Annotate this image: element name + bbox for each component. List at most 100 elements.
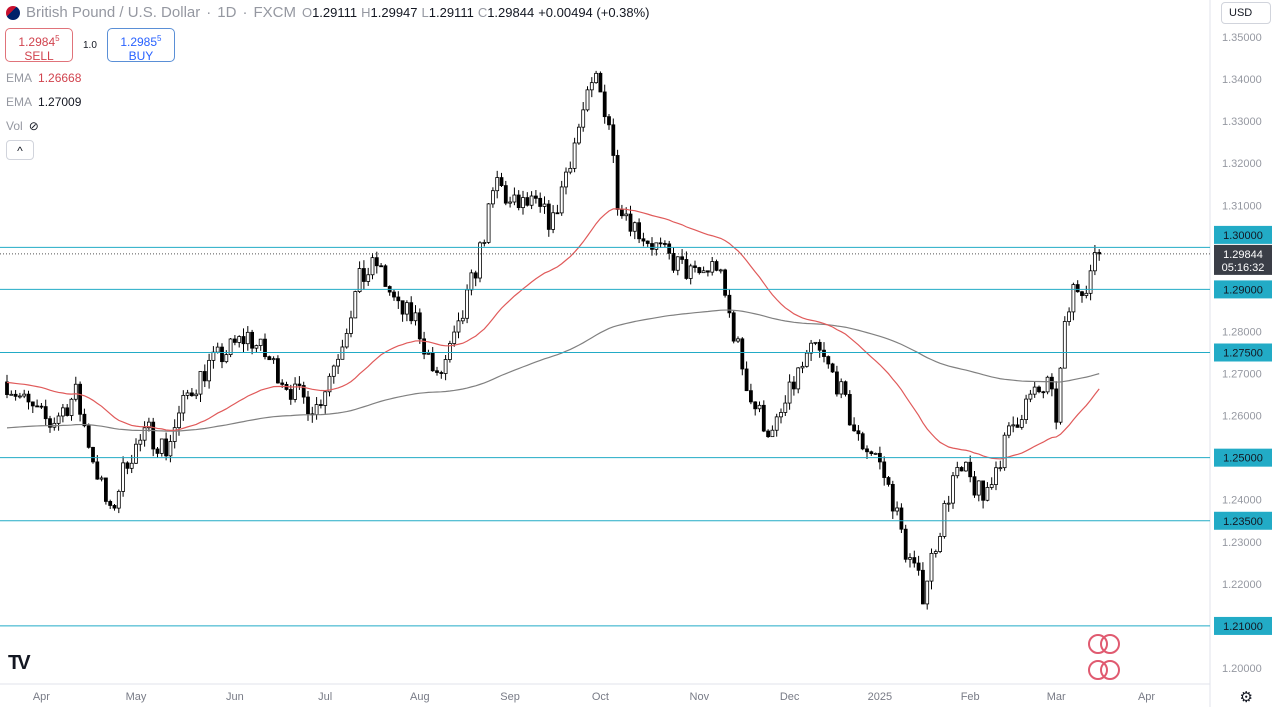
time-tick: Oct: [592, 691, 609, 703]
close-label: C: [477, 5, 488, 20]
candle-bearish: [306, 396, 310, 415]
symbol-title[interactable]: British Pound / U.S. Dollar: [26, 4, 201, 21]
candle-bullish: [22, 393, 27, 397]
candle-bullish: [529, 195, 534, 206]
candle-bearish: [607, 116, 611, 126]
ema-slow-legend[interactable]: EMA 1.27009: [6, 95, 81, 109]
candle-bullish: [254, 345, 259, 349]
candle-bearish: [1075, 284, 1080, 293]
sell-button[interactable]: 1.29845 SELL: [5, 28, 73, 63]
candle-bearish: [112, 505, 117, 509]
buy-price: 1.2985: [120, 35, 158, 49]
candle-bearish: [396, 296, 401, 302]
candle-bearish: [78, 383, 82, 415]
candle-bullish: [929, 552, 934, 582]
open-label: O: [301, 5, 313, 20]
candle-bearish: [26, 393, 31, 403]
candle-bearish: [400, 300, 405, 315]
candle-bullish: [757, 404, 762, 410]
level-badge-label: 1.27500: [1223, 348, 1263, 360]
settings-icon[interactable]: ⚙: [1239, 689, 1253, 706]
candle-bearish: [749, 390, 753, 403]
candle-bullish: [779, 412, 783, 418]
candle-bullish: [490, 190, 495, 205]
candle-bearish: [628, 213, 633, 232]
quantity[interactable]: 1.0: [83, 39, 97, 51]
candle-bearish: [968, 461, 973, 478]
candle-bullish: [572, 142, 577, 169]
collapse-legend-button[interactable]: ^: [6, 140, 34, 160]
candle-bullish: [710, 261, 715, 273]
candle-bearish: [232, 338, 237, 343]
currency-selector[interactable]: USD: [1221, 2, 1271, 24]
candle-bearish: [48, 418, 52, 428]
candle-bearish: [792, 381, 796, 390]
candle-bullish: [237, 336, 242, 343]
level-badge-label: 1.25000: [1223, 453, 1263, 465]
candle-bearish: [555, 212, 560, 215]
low-value: 1.29111: [428, 5, 474, 20]
buy-button[interactable]: 1.29855 BUY: [106, 28, 175, 63]
candle-bearish: [650, 243, 654, 250]
candle-bullish: [796, 367, 801, 390]
candle-bullish: [955, 467, 960, 477]
price-tick: 1.35000: [1222, 32, 1262, 44]
candle-bullish: [413, 312, 418, 322]
candle-bullish: [925, 580, 930, 605]
candle-bullish: [181, 395, 186, 414]
candles: [5, 70, 1102, 610]
candle-bullish: [99, 477, 104, 480]
candle-bearish: [288, 389, 293, 400]
candle-bearish: [383, 265, 388, 287]
candle-bullish: [69, 398, 74, 416]
candle-bearish: [164, 438, 169, 457]
candle-bullish: [17, 395, 22, 398]
eye-hidden-icon[interactable]: ⊘: [28, 119, 39, 133]
candle-bearish: [13, 393, 18, 397]
high-value: 1.29947: [370, 5, 418, 20]
candle-bearish: [641, 238, 646, 242]
level-badge-label: 1.21000: [1223, 621, 1263, 633]
ema-fast-legend[interactable]: EMA 1.26668: [6, 71, 81, 85]
candle-bearish: [714, 261, 719, 271]
candle-bearish: [693, 265, 697, 268]
ema-fast-line: [6, 208, 1100, 460]
candle-bullish: [331, 365, 336, 377]
candle-bearish: [39, 405, 44, 408]
candle-bullish: [1019, 419, 1024, 428]
candle-bullish: [327, 375, 332, 393]
time-tick: Dec: [780, 691, 800, 703]
candle-bearish: [1015, 424, 1020, 428]
low-label: L: [421, 5, 429, 20]
candle-bullish: [933, 551, 938, 554]
candle-bullish: [323, 391, 328, 406]
time-tick: Jul: [318, 691, 332, 703]
candle-bearish: [865, 448, 869, 453]
ema-fast-label: EMA: [6, 71, 33, 85]
candle-bearish: [125, 462, 130, 469]
ema-slow-label: EMA: [6, 95, 33, 109]
candle-bearish: [86, 425, 91, 448]
tradingview-logo[interactable]: TV: [8, 652, 30, 674]
price-tick: 1.24000: [1222, 495, 1262, 507]
candle-bearish: [835, 371, 839, 395]
candle-bullish: [1007, 425, 1011, 436]
candle-bullish: [559, 186, 564, 214]
candle-bearish: [280, 382, 285, 385]
candle-bullish: [336, 358, 341, 367]
buy-price-pip: 5: [157, 34, 162, 43]
ema-slow-value: 1.27009: [38, 95, 82, 109]
candle-bullish: [976, 480, 981, 496]
candle-bullish: [168, 441, 173, 457]
candle-bearish: [5, 381, 9, 395]
level-badge-label: 1.30000: [1223, 230, 1263, 242]
interval[interactable]: 1D: [217, 4, 237, 21]
candle-bearish: [602, 91, 607, 118]
level-badge: [1214, 225, 1272, 244]
volume-legend[interactable]: Vol ⊘: [6, 119, 39, 133]
candle-bullish: [585, 89, 590, 111]
candle-bearish: [611, 124, 616, 156]
candle-bullish: [404, 302, 409, 315]
candle-bearish: [301, 385, 306, 398]
